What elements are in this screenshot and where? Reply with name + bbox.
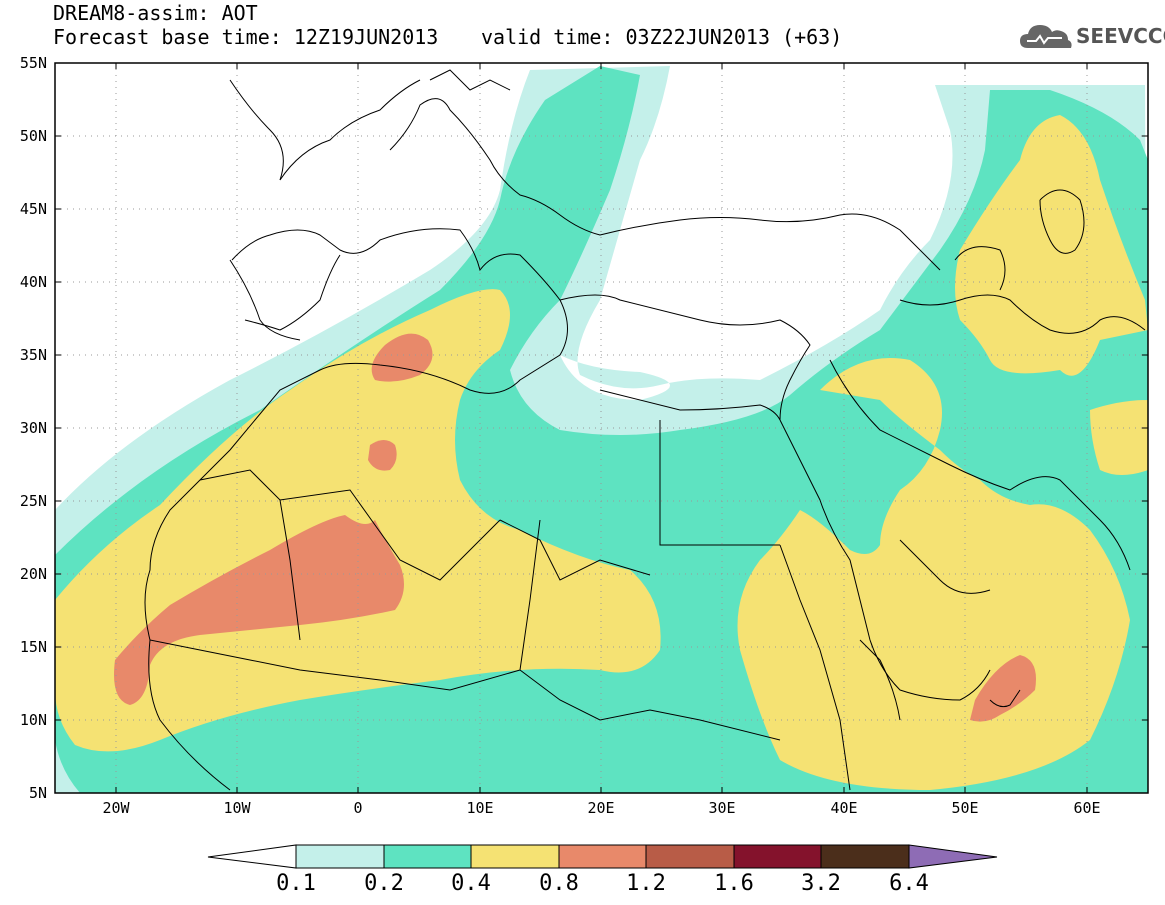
colorbar-label: 3.2 [801,871,841,896]
aot-band-0.8-somalia [970,655,1036,722]
logo-text: SEEVCCC [1076,24,1165,48]
valid-time: valid time: 03Z22JUN2013 (+63) [481,25,843,49]
lat-label: 55N [20,54,47,72]
lon-label: 40E [830,799,857,817]
colorbar-segment [383,844,472,869]
lat-label: 45N [20,200,47,218]
colorbar-segment [470,844,560,869]
latitude-labels: 55N 50N 45N 40N 35N 30N 25N 20N 15N 10N … [20,54,47,802]
base-time: Forecast base time: 12Z19JUN2013 [53,25,439,49]
tick-marks [55,62,1148,794]
colorbar-min-arrow [207,844,297,869]
lat-label: 10N [20,711,47,729]
coastlines [144,69,1146,791]
lon-label: 60E [1073,799,1100,817]
lat-label: 25N [20,492,47,510]
longitude-labels: 20W 10W 0 10E 20E 30E 40E 50E 60E [102,799,1100,817]
lon-label: 20W [102,799,130,817]
colorbar-segment [295,844,385,869]
lat-label: 15N [20,638,47,656]
lon-label: 10E [466,799,493,817]
lon-label: 20E [587,799,614,817]
aot-band-0.4-caspian [955,115,1148,376]
forecast-time-line: Forecast base time: 12Z19JUN2013 valid ti… [53,25,842,49]
lon-label: 0 [353,799,362,817]
aot-band-0.4-gulf [1090,400,1148,475]
lon-label: 30E [708,799,735,817]
cloud-icon [1020,25,1072,48]
aot-band-0.8-south-algeria [368,440,397,471]
colorbar-label: 0.2 [364,871,404,896]
lat-label: 20N [20,565,47,583]
colorbar-segment [733,844,822,869]
colorbar-label: 1.2 [626,871,666,896]
aot-field [55,63,1148,793]
lon-label: 10W [223,799,251,817]
colorbar-label: 1.6 [714,871,754,896]
colorbar-segment [820,844,910,869]
colorbar-segment [558,844,647,869]
colorbar-label: 0.4 [451,871,491,896]
aot-band-0.8-sahel [114,515,404,705]
lat-label: 35N [20,346,47,364]
lat-label: 5N [29,784,47,802]
map-title: DREAM8-assim: AOT [53,1,258,25]
colorbar-segment [645,844,735,869]
lat-label: 40N [20,273,47,291]
aot-band-0.4-west [55,289,661,752]
aot-band-0.8-algeria [371,333,433,382]
colorbar-label: 6.4 [889,871,929,896]
colorbar-label: 0.1 [276,871,316,896]
lon-label: 50E [951,799,978,817]
colorbar [207,844,998,869]
colorbar-max-arrow [908,844,998,869]
lat-label: 50N [20,127,47,145]
seevccc-logo: SEEVCCC [1018,20,1165,56]
lat-label: 30N [20,419,47,437]
colorbar-label: 0.8 [539,871,579,896]
